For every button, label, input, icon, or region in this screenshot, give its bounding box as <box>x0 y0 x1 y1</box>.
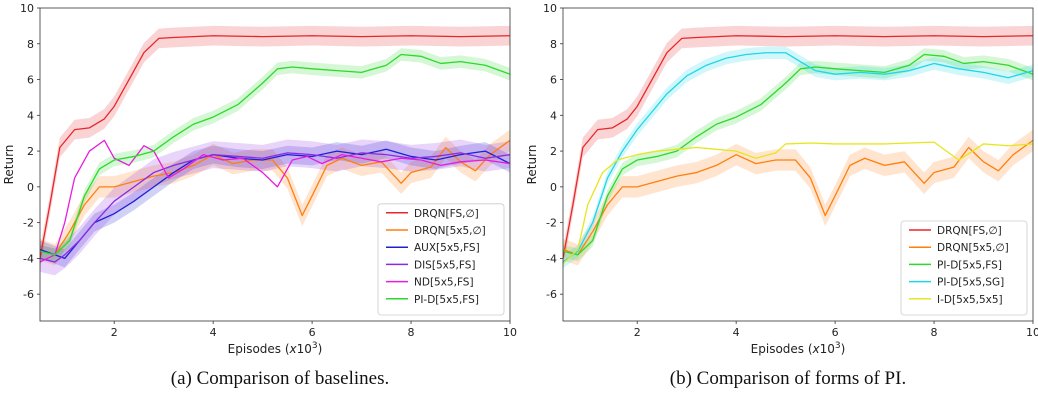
y-tick-label: -6 <box>23 288 34 301</box>
y-tick-label: 8 <box>27 38 34 51</box>
legend: DRQN[FS,∅] DRQN[5x5,∅] PI-D[5x5,FS] PI-D[5x… <box>900 220 1028 316</box>
y-axis-label: Return <box>525 145 539 185</box>
y-tick-label: -6 <box>546 288 557 301</box>
band-DIS[5x5,FS] <box>40 139 510 276</box>
chart-panel-a: 2 4 6 8 10 -6 -4 -2 0 2 4 6 8 10 Episodes (x103) Return… <box>2 2 517 356</box>
legend-label: DRQN[FS,∅] <box>937 225 1002 237</box>
band-DRQN[5x5,∅] <box>563 129 1033 266</box>
y-tick-label: 10 <box>20 2 34 15</box>
legend: DRQN[FS,∅] DRQN[5x5,∅] AUX[5x5,FS] DIS[5x5,… <box>377 203 505 316</box>
series-line-PI-D[5x5,FS] <box>40 53 510 256</box>
series-line-I-D[5x5,5x5] <box>563 141 1033 265</box>
y-tick-label: 8 <box>550 38 557 51</box>
legend-box <box>377 203 505 316</box>
series-line-ND[5x5,FS] <box>40 139 510 263</box>
series-line-PI-D[5x5,SG] <box>563 52 1033 263</box>
legend-label: PI-D[5x5,SG] <box>937 277 1004 289</box>
caption-b: (b) Comparison of forms of PI. <box>669 368 907 389</box>
x-tick-label: 2 <box>634 326 641 339</box>
series-line-DRQN[FS,∅] <box>40 35 510 259</box>
x-tick-label: 8 <box>931 326 938 339</box>
series-line-PI-D[5x5,FS] <box>563 53 1033 256</box>
series-line-DIS[5x5,FS] <box>40 152 510 263</box>
x-tick-label: 8 <box>408 326 415 339</box>
band-PI-D[5x5,SG] <box>563 46 1033 269</box>
legend-label: DRQN[5x5,∅] <box>937 242 1009 254</box>
y-tick-label: -4 <box>23 252 34 265</box>
band-PI-D[5x5,FS] <box>40 48 510 262</box>
y-tick-label: -2 <box>23 217 34 230</box>
series-line-DRQN[FS,∅] <box>563 35 1033 259</box>
x-tick-label: 10 <box>503 326 517 339</box>
x-tick-label: 10 <box>1026 326 1038 339</box>
axes-frame <box>39 7 511 322</box>
y-tick-label: 0 <box>27 181 34 194</box>
x-tick-label: 2 <box>111 326 118 339</box>
plot-layer <box>563 25 1033 269</box>
legend-label: PI-D[5x5,FS] <box>414 294 479 306</box>
y-tick-label: -4 <box>546 252 557 265</box>
y-tick-label: 4 <box>27 109 34 122</box>
y-tick-label: -2 <box>546 217 557 230</box>
y-axis-label: Return <box>2 145 16 185</box>
y-tick-label: 6 <box>27 74 34 87</box>
x-tick-label: 4 <box>210 326 217 339</box>
x-tick-label: 6 <box>309 326 316 339</box>
caption-a: (a) Comparison of baselines. <box>170 368 390 389</box>
y-tick-label: 0 <box>550 181 557 194</box>
legend-label: PI-D[5x5,FS] <box>937 259 1002 271</box>
band-PI-D[5x5,FS] <box>563 48 1033 262</box>
x-tick-label: 4 <box>733 326 740 339</box>
y-tick-label: 6 <box>550 74 557 87</box>
x-axis-label: Episodes (x103) <box>751 341 846 356</box>
plot-layer <box>40 25 510 276</box>
legend-label: ND[5x5,FS] <box>414 277 474 289</box>
legend-label: DRQN[5x5,∅] <box>414 225 486 237</box>
y-tick-label: 10 <box>543 2 557 15</box>
legend-label: DRQN[FS,∅] <box>414 208 479 220</box>
y-tick-label: 4 <box>550 109 557 122</box>
y-tick-label: 2 <box>27 145 34 158</box>
axes-frame <box>562 7 1034 322</box>
legend-box <box>900 220 1028 316</box>
legend-label: DIS[5x5,FS] <box>414 259 475 271</box>
band-DRQN[5x5,∅] <box>40 129 510 266</box>
legend-label: I-D[5x5,5x5] <box>937 294 1003 306</box>
x-tick-label: 6 <box>832 326 839 339</box>
chart-panel-b: 2 4 6 8 10 -6 -4 -2 0 2 4 6 8 10 Episodes (x103) Return… <box>525 2 1038 356</box>
x-axis-label: Episodes (x103) <box>228 341 323 356</box>
y-tick-label: 2 <box>550 145 557 158</box>
legend-label: AUX[5x5,FS] <box>414 242 480 254</box>
